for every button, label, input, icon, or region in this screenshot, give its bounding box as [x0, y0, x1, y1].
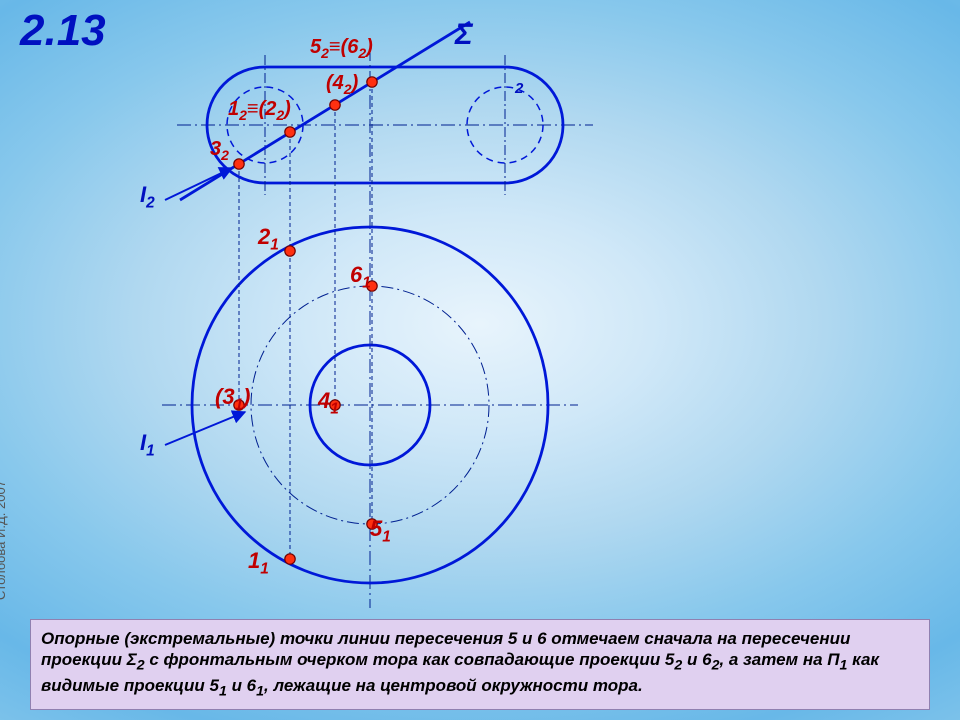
label-32: 32 — [210, 138, 229, 163]
sigma2-subscript: 2 — [515, 80, 523, 97]
label-41: 41 — [318, 388, 339, 418]
label-I1: I1 — [140, 430, 155, 460]
label-61: 61 — [350, 262, 371, 292]
diagram-svg — [0, 0, 960, 720]
slide: 2.13 Столбова И.Д. 2007 Σ 2 52≡(62) (42)… — [0, 0, 960, 720]
caption: Опорные (экстремальные) точки линии пере… — [30, 619, 930, 710]
label-11: 11 — [248, 548, 269, 578]
label-21: 21 — [258, 224, 279, 254]
label-12-22: 12≡(22) — [228, 98, 291, 123]
label-52-62: 52≡(62) — [310, 36, 373, 61]
label-42: (42) — [326, 72, 358, 97]
sigma-label: Σ — [455, 18, 473, 52]
label-31: (31) — [215, 384, 250, 414]
label-I2: I2 — [140, 182, 155, 212]
label-51: 51 — [370, 516, 391, 546]
